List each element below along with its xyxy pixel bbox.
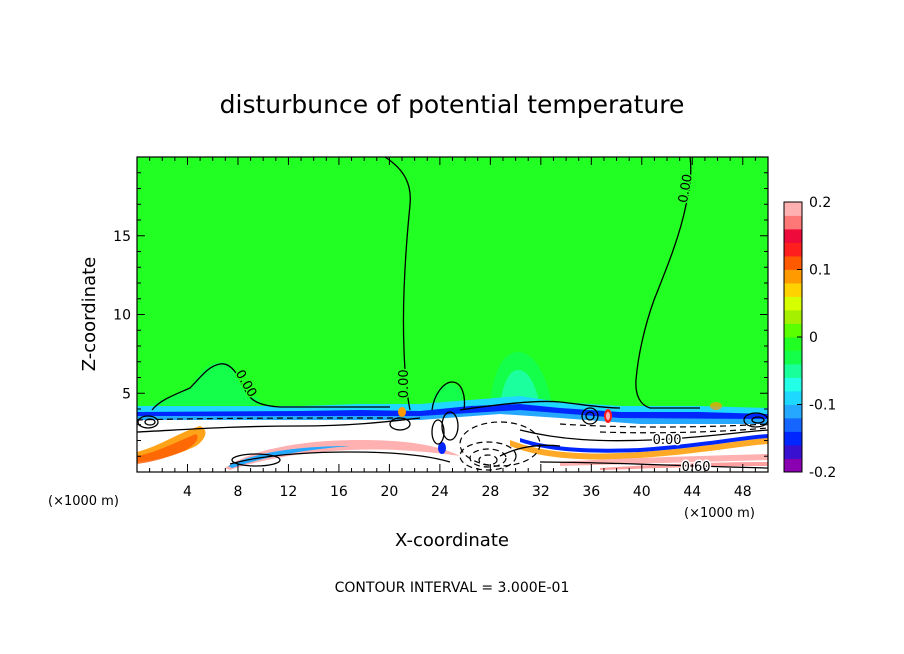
- colorbar-swatch: [784, 404, 802, 419]
- colorbar-swatch: [784, 377, 802, 392]
- contour-loop-35: [581, 407, 599, 425]
- neg-contour-vortex-1: [459, 441, 517, 471]
- colorbar-swatch: [784, 458, 802, 473]
- colorbar-swatch: [784, 283, 802, 297]
- x-tick-label: 28: [481, 484, 499, 500]
- x-tick-label: 36: [582, 484, 600, 500]
- cool-streak-mid: [228, 446, 350, 468]
- colorbar-swatch: [784, 215, 802, 230]
- contour-label: 0.60: [682, 460, 711, 475]
- contour-loop-26: [441, 411, 459, 441]
- x-tick-label: 8: [233, 484, 242, 500]
- colorbar-tick-label: 0.2: [809, 195, 831, 211]
- x-tick-label: 20: [380, 484, 398, 500]
- z-unit-note: (×1000 m): [684, 506, 755, 521]
- neg-contour-vortex-4: [459, 421, 541, 467]
- x-tick-label: 16: [330, 484, 348, 500]
- z-axis: 5 10 15: [113, 172, 768, 457]
- colorbar-swatch: [784, 337, 802, 351]
- cool-streak-right: [520, 434, 768, 453]
- contour-loop-25: [431, 419, 445, 445]
- colorbar-swatch: [784, 229, 802, 243]
- contour-surface-2: [229, 451, 451, 465]
- plot-area: 0.000.000.000.000.60: [137, 157, 768, 475]
- colorbar-swatch: [784, 323, 802, 338]
- neg-contour-2: [559, 423, 768, 428]
- contour-lines: [137, 157, 768, 469]
- contour-zero-vertical-mid: [384, 157, 411, 411]
- x-unit-note: (×1000 m): [48, 494, 119, 509]
- colorbar-swatch: [784, 418, 802, 432]
- contour-zero-vertical-right: [635, 157, 700, 409]
- neg-contour-1: [137, 417, 401, 421]
- colorbar-swatch: [784, 431, 802, 446]
- x-axis-title: X-coordinate: [395, 530, 509, 551]
- contour-surface-1: [137, 417, 421, 433]
- contour-loop-right: [743, 412, 768, 428]
- chart-title: disturbunce of potential temperature: [220, 90, 685, 119]
- warm-streak-mid: [225, 440, 460, 470]
- contour-zero-right-band: [459, 400, 621, 411]
- contour-surface-5: [499, 444, 561, 457]
- negative-contours: [137, 417, 768, 471]
- cool-plume-core: [500, 370, 540, 405]
- contour-loop-8: [231, 453, 281, 467]
- contour-surface-3: [519, 429, 768, 442]
- warm-spot-21: [398, 407, 406, 417]
- x-tick-label: 32: [532, 484, 550, 500]
- contour-loop-35-inner: [585, 411, 595, 421]
- z-tick-label: 10: [113, 308, 131, 324]
- colorbar: 0.2 0.1 0 -0.1 -0.2: [783, 195, 836, 481]
- contour-loop-left-2: [144, 418, 156, 426]
- x-axis: 4 8 12 16 20 24 28 32 36 40 44 48: [149, 157, 756, 500]
- contour-label: 0.00: [397, 369, 412, 398]
- neg-contour-3: [599, 427, 768, 434]
- colorbar-swatch: [784, 242, 802, 257]
- colorbar-swatch: [784, 202, 802, 216]
- contour-zero-bump-24: [431, 381, 466, 411]
- z-tick-label: 5: [122, 386, 131, 402]
- contour-loop-left: [137, 415, 159, 429]
- contour-loop-right-2: [751, 416, 765, 424]
- hot-spot-37-core: [606, 412, 610, 420]
- colorbar-tick-label: 0.1: [809, 263, 831, 279]
- colorbar-tick-label: -0.1: [809, 398, 836, 414]
- colorbar-swatch: [784, 445, 802, 459]
- x-tick-label: 12: [280, 484, 298, 500]
- x-tick-label: 4: [183, 484, 192, 500]
- contour-zero-left-hump: [151, 363, 390, 411]
- x-tick-label: 44: [683, 484, 701, 500]
- left-hump: [150, 362, 262, 405]
- warm-streak-right: [510, 438, 768, 460]
- colorbar-swatch: [784, 296, 802, 311]
- contour-surface-4: [539, 461, 768, 469]
- colorbar-swatch: [784, 364, 802, 378]
- contour-label: 0.00: [676, 173, 696, 204]
- contour-interval-note: CONTOUR INTERVAL = 3.000E-01: [335, 580, 570, 596]
- warm-blob: [432, 383, 463, 405]
- x-tick-label: 24: [431, 484, 449, 500]
- x-tick-label: 40: [633, 484, 651, 500]
- warm-spot-46: [710, 402, 722, 410]
- colorbar-tick-label: 0: [809, 330, 818, 346]
- contour-label: 0.00: [653, 433, 682, 448]
- warm-streak-left-red: [137, 434, 198, 464]
- colorbar-swatch: [784, 310, 802, 324]
- z-axis-title: Z-coordinate: [79, 257, 100, 372]
- colorbar-swatch: [784, 269, 802, 284]
- z-tick-label: 15: [113, 229, 131, 245]
- colorbar-swatch: [784, 391, 802, 405]
- colorbar-tick-label: -0.2: [809, 465, 836, 481]
- colorbar-swatch: [784, 350, 802, 365]
- colorbar-swatch: [784, 256, 802, 270]
- cold-spot-24: [438, 442, 446, 454]
- x-tick-label: 48: [734, 484, 752, 500]
